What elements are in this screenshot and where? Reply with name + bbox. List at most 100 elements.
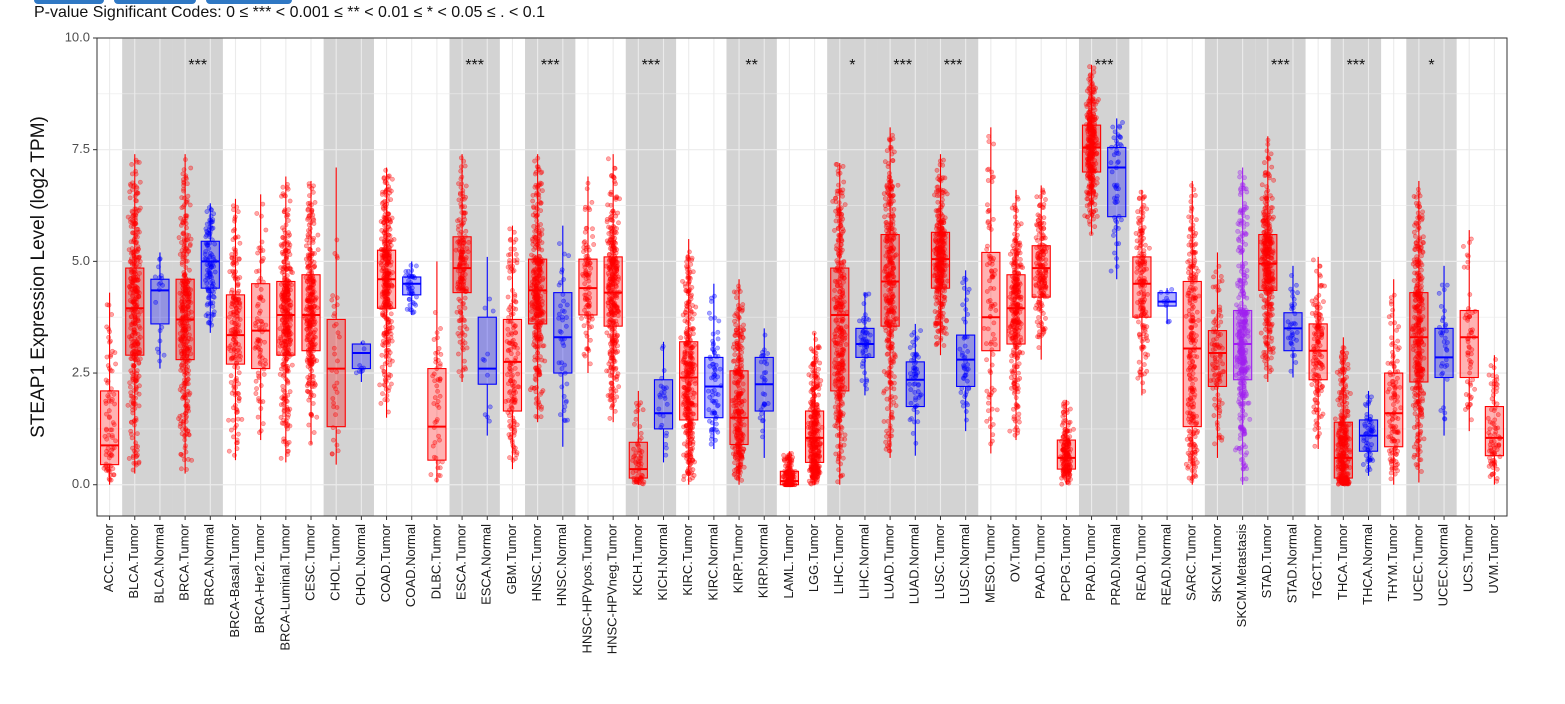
data-point xyxy=(732,446,738,452)
data-point xyxy=(532,184,538,190)
data-point xyxy=(309,207,315,213)
data-point xyxy=(178,451,184,457)
data-point xyxy=(408,263,414,268)
data-point xyxy=(280,225,285,231)
data-point xyxy=(282,230,288,236)
data-point xyxy=(135,208,140,214)
data-point xyxy=(112,350,118,355)
data-point xyxy=(128,279,134,284)
data-point xyxy=(558,412,563,418)
data-point xyxy=(514,450,520,455)
data-point xyxy=(557,241,562,246)
data-point xyxy=(688,454,694,459)
data-point xyxy=(110,466,116,472)
data-point xyxy=(460,188,466,193)
data-point xyxy=(106,432,112,438)
data-point xyxy=(309,359,315,365)
data-point xyxy=(111,391,117,397)
data-point xyxy=(507,251,513,257)
data-point xyxy=(380,391,385,397)
data-point xyxy=(253,378,259,384)
data-point xyxy=(258,383,264,388)
data-point xyxy=(693,304,699,310)
toolbar-button-2[interactable] xyxy=(114,0,196,4)
data-point xyxy=(135,277,141,283)
data-point xyxy=(412,301,417,307)
data-point xyxy=(607,351,613,356)
shade-band-ucec xyxy=(1406,38,1457,516)
data-point xyxy=(132,234,138,240)
data-point xyxy=(386,244,392,250)
data-point xyxy=(278,415,284,420)
data-point xyxy=(261,372,267,377)
toolbar-button-1[interactable] xyxy=(34,0,104,4)
data-point xyxy=(817,345,822,351)
data-point xyxy=(487,296,493,302)
data-point xyxy=(104,354,110,360)
data-point xyxy=(330,293,336,299)
data-point xyxy=(260,256,266,261)
data-point xyxy=(109,312,115,317)
data-point xyxy=(237,275,243,280)
data-point xyxy=(733,311,739,316)
data-point xyxy=(232,364,238,370)
data-point xyxy=(184,258,190,264)
data-point xyxy=(541,343,547,349)
data-point xyxy=(507,260,512,266)
data-point xyxy=(708,436,714,442)
data-point xyxy=(187,267,192,273)
data-point xyxy=(581,323,587,329)
data-point xyxy=(389,358,395,364)
data-point xyxy=(816,392,821,398)
data-point xyxy=(353,370,359,376)
data-point xyxy=(131,339,137,344)
data-point xyxy=(285,448,291,454)
data-point xyxy=(712,293,717,299)
data-point xyxy=(462,358,467,364)
data-point xyxy=(134,431,140,437)
data-point xyxy=(683,310,689,316)
data-point xyxy=(260,421,266,427)
data-point xyxy=(113,361,118,367)
data-point xyxy=(105,380,110,386)
shade-band-skcm xyxy=(1204,38,1256,516)
data-point xyxy=(285,218,291,223)
data-point xyxy=(235,282,241,288)
data-point xyxy=(137,356,143,362)
data-point xyxy=(111,472,116,478)
data-point xyxy=(107,414,113,420)
data-point xyxy=(530,242,536,247)
data-point xyxy=(715,336,721,342)
data-point xyxy=(462,196,467,202)
data-point xyxy=(182,380,187,386)
data-point xyxy=(129,162,135,167)
data-point xyxy=(110,435,115,440)
shaded-background xyxy=(122,38,1457,516)
data-point xyxy=(334,442,340,448)
data-point xyxy=(112,401,117,407)
data-point xyxy=(406,296,412,302)
data-point xyxy=(385,347,390,353)
data-point xyxy=(125,402,131,408)
data-point xyxy=(103,426,109,432)
toolbar-button-3[interactable] xyxy=(206,0,292,4)
data-point xyxy=(133,168,138,174)
data-point xyxy=(664,430,669,436)
data-point xyxy=(226,448,232,454)
shade-band-brca xyxy=(172,38,223,516)
data-point xyxy=(137,254,142,260)
shade-band-kirp xyxy=(726,38,777,516)
data-point xyxy=(211,309,217,315)
data-point xyxy=(331,437,336,443)
data-point xyxy=(534,369,540,374)
data-point xyxy=(604,330,610,336)
data-point xyxy=(818,378,824,384)
data-point xyxy=(108,452,114,458)
data-point xyxy=(306,253,311,259)
data-point xyxy=(581,249,586,255)
data-point xyxy=(128,390,134,396)
data-point xyxy=(236,256,242,262)
data-point xyxy=(154,346,160,352)
data-point xyxy=(103,401,109,406)
